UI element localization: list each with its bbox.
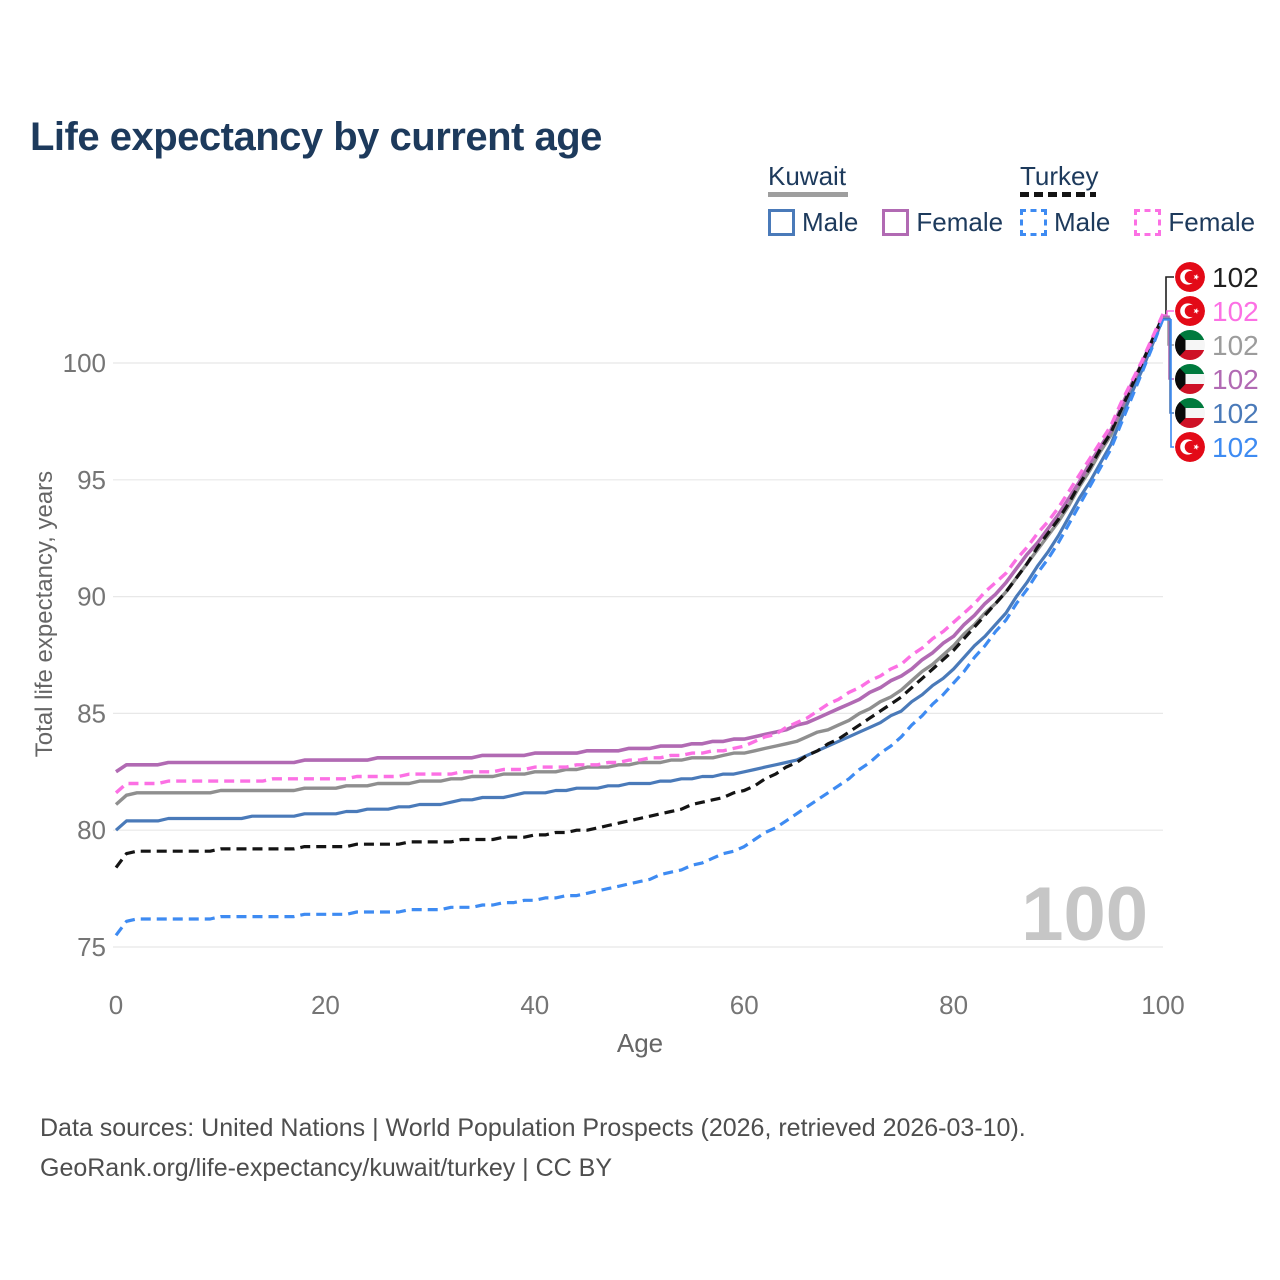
series-line-kuwait-total bbox=[114, 315, 1165, 806]
y-tick-100: 100 bbox=[63, 348, 106, 378]
end-value-turkey-total: 102 bbox=[1212, 262, 1259, 293]
turkey-flag-icon bbox=[1175, 296, 1205, 326]
y-tick-95: 95 bbox=[77, 465, 106, 495]
label-connector-kuwait-male bbox=[1163, 317, 1174, 414]
x-tick-100: 100 bbox=[1141, 990, 1184, 1020]
end-value-kuwait-male: 102 bbox=[1212, 398, 1259, 429]
series-line-turkey-male bbox=[114, 318, 1165, 937]
kuwait-flag-icon bbox=[1175, 398, 1205, 428]
x-tick-80: 80 bbox=[939, 990, 968, 1020]
end-value-turkey-female: 102 bbox=[1212, 296, 1259, 327]
kuwait-flag-icon bbox=[1175, 364, 1205, 394]
label-connector-turkey-male bbox=[1163, 319, 1174, 448]
kuwait-male-swatch-icon bbox=[768, 209, 795, 236]
legend-item-turkey-female[interactable]: Female bbox=[1134, 207, 1255, 238]
turkey-flag-icon bbox=[1175, 432, 1205, 462]
label-connector-kuwait-female bbox=[1163, 315, 1174, 380]
turkey-female-swatch-icon bbox=[1134, 209, 1162, 236]
legend-item-kuwait-male[interactable]: Male bbox=[768, 207, 858, 238]
footer-data-sources: Data sources: United Nations | World Pop… bbox=[40, 1114, 1026, 1142]
kuwait-flag-icon bbox=[1175, 330, 1205, 360]
legend-country-kuwait: Kuwait bbox=[768, 161, 847, 191]
x-tick-60: 60 bbox=[730, 990, 759, 1020]
kuwait-line-style-swatch bbox=[768, 192, 848, 197]
series-line-turkey-female bbox=[114, 313, 1165, 795]
y-tick-80: 80 bbox=[77, 815, 106, 845]
legend-items-turkey: Male Female bbox=[1020, 207, 1255, 238]
series-line-turkey-total bbox=[114, 315, 1165, 869]
y-tick-85: 85 bbox=[77, 698, 106, 728]
x-axis-title: Age bbox=[616, 1028, 664, 1058]
x-tick-20: 20 bbox=[311, 990, 340, 1020]
end-value-kuwait-total: 102 bbox=[1212, 330, 1259, 361]
end-value-turkey-male: 102 bbox=[1212, 432, 1259, 463]
turkey-flag-icon bbox=[1175, 262, 1205, 292]
legend-label-kuwait-female: Female bbox=[916, 207, 1004, 237]
y-tick-75: 75 bbox=[77, 932, 106, 962]
legend-country-turkey: Turkey bbox=[1020, 161, 1099, 191]
turkey-male-swatch-icon bbox=[1020, 209, 1047, 236]
legend-items-kuwait: Male Female bbox=[768, 207, 1003, 238]
legend-item-turkey-male[interactable]: Male bbox=[1020, 207, 1110, 238]
age-indicator-watermark: 100 bbox=[1021, 872, 1148, 957]
footer-attribution: GeoRank.org/life-expectancy/kuwait/turke… bbox=[40, 1154, 613, 1182]
legend-group-kuwait: Kuwait Male Female bbox=[768, 162, 1003, 238]
label-connector-turkey-female bbox=[1163, 310, 1174, 316]
footer: Data sources: United Nations | World Pop… bbox=[40, 1108, 1026, 1188]
legend-item-kuwait-female[interactable]: Female bbox=[882, 207, 1003, 238]
y-tick-90: 90 bbox=[77, 582, 106, 612]
kuwait-female-swatch-icon bbox=[882, 209, 910, 236]
legend-label-turkey-female: Female bbox=[1168, 207, 1256, 237]
y-axis-title: Total life expectancy, years bbox=[31, 470, 58, 758]
series-line-kuwait-female bbox=[115, 315, 1165, 774]
page-title: Life expectancy by current age bbox=[30, 114, 602, 159]
legend-group-turkey: Turkey Male Female bbox=[1020, 162, 1255, 238]
legend-label-kuwait-male: Male bbox=[802, 207, 859, 237]
x-tick-0: 0 bbox=[109, 990, 123, 1020]
legend-label-turkey-male: Male bbox=[1054, 207, 1111, 237]
series-line-kuwait-male bbox=[114, 317, 1165, 832]
x-tick-40: 40 bbox=[520, 990, 549, 1020]
turkey-line-style-swatch bbox=[1020, 192, 1096, 197]
end-value-kuwait-female: 102 bbox=[1212, 364, 1259, 395]
